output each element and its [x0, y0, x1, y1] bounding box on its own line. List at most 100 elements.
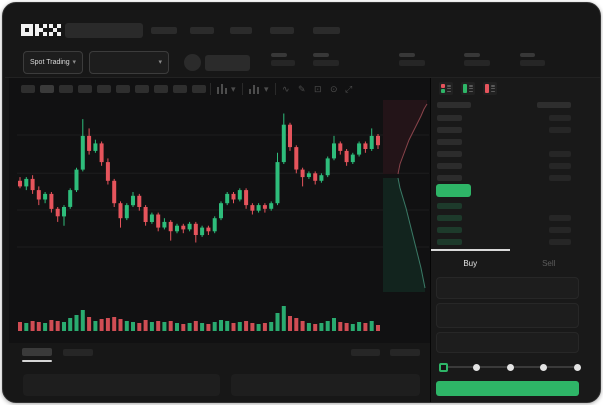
nav-item[interactable]: [230, 27, 252, 34]
indicators-icon[interactable]: [249, 85, 259, 99]
buy-button[interactable]: [436, 381, 579, 396]
timeframe-button[interactable]: [59, 85, 73, 93]
bid-row[interactable]: [431, 200, 579, 212]
timeframe-button[interactable]: [192, 85, 206, 93]
price-bar: [437, 163, 462, 169]
asks-list: [431, 112, 579, 184]
chart-type-icon[interactable]: [217, 84, 227, 98]
bid-row[interactable]: [431, 236, 579, 248]
chevron-down-icon[interactable]: ▾: [231, 84, 236, 94]
slider-stop[interactable]: [503, 360, 517, 374]
okx-logo[interactable]: [21, 24, 61, 36]
price-column-header: [437, 102, 471, 108]
orders-table-placeholder: [23, 374, 220, 396]
orders-tab[interactable]: [63, 349, 93, 356]
market-selector-label: Spot Trading: [30, 59, 70, 66]
amount-bar: [549, 127, 571, 133]
nav-item[interactable]: [151, 27, 177, 34]
price-bar: [437, 127, 462, 133]
nav-item[interactable]: [313, 27, 340, 34]
tab-buy[interactable]: Buy: [431, 249, 510, 275]
amount-slider[interactable]: [436, 360, 584, 374]
camera-icon[interactable]: ⊡: [314, 84, 322, 94]
search-input[interactable]: [65, 23, 143, 38]
ask-row[interactable]: [431, 148, 579, 160]
ticker-stat-value: [313, 60, 339, 66]
settings-icon[interactable]: ⊙: [330, 84, 338, 94]
amount-bar: [549, 151, 571, 157]
ask-row[interactable]: [431, 124, 579, 136]
bids-list: [431, 200, 579, 248]
timeframe-button[interactable]: [40, 85, 54, 93]
ticker-stat-value: [464, 60, 490, 66]
orders-tab-active[interactable]: [22, 348, 52, 356]
ticker-stat-value: [399, 60, 425, 66]
last-price-badge[interactable]: [436, 184, 471, 197]
ask-row[interactable]: [431, 172, 579, 184]
ticker-stat-value: [520, 60, 545, 66]
timeframe-button[interactable]: [154, 85, 168, 93]
timeframe-button[interactable]: [116, 85, 130, 93]
amount-bar: [549, 175, 571, 181]
slider-handle[interactable]: [436, 360, 450, 374]
amount-input[interactable]: [436, 303, 579, 328]
ticker-stat-label: [464, 53, 480, 57]
combined-book-icon[interactable]: [439, 82, 453, 95]
ticker-stat-label: [399, 53, 415, 57]
ticker-stat-label: [520, 53, 535, 57]
slider-stop[interactable]: [570, 360, 584, 374]
market-selector-dropdown[interactable]: Spot Trading ▾: [23, 51, 83, 74]
price-chart[interactable]: [9, 99, 430, 343]
price-bar: [437, 203, 462, 209]
orderbook-view-toggles: [439, 82, 497, 95]
price-bar: [437, 215, 462, 221]
bid-row[interactable]: [431, 212, 579, 224]
price-bar: [437, 175, 462, 181]
price-input[interactable]: [436, 277, 579, 299]
orders-action[interactable]: [351, 349, 380, 356]
depth-chart: [383, 100, 428, 292]
timeframe-button[interactable]: [78, 85, 92, 93]
timeframe-button[interactable]: [97, 85, 111, 93]
ticker-stat-label: [271, 53, 287, 57]
pair-name-button[interactable]: [205, 55, 250, 71]
ask-row[interactable]: [431, 136, 579, 148]
orderbook-column-headers: [431, 101, 579, 109]
bids-book-icon[interactable]: [461, 82, 475, 95]
price-bar: [437, 139, 462, 145]
nav-item[interactable]: [270, 27, 294, 34]
price-bar: [437, 115, 462, 121]
chevron-down-icon: ▾: [72, 59, 76, 66]
amount-bar: [549, 239, 571, 245]
price-bar: [437, 151, 462, 157]
timeframe-button[interactable]: [173, 85, 187, 93]
order-book-panel: Buy Sell: [431, 77, 600, 402]
slider-stop[interactable]: [470, 360, 484, 374]
pair-selector-dropdown[interactable]: ▾: [89, 51, 169, 74]
timeframe-button[interactable]: [135, 85, 149, 93]
chevron-down-icon: ▾: [158, 59, 162, 66]
timeframe-button[interactable]: [21, 85, 35, 93]
amount-bar: [549, 115, 571, 121]
draw-icon[interactable]: ✎: [298, 84, 306, 94]
orders-action[interactable]: [390, 349, 420, 356]
order-side-tabs: Buy Sell: [431, 249, 588, 275]
amount-column-header: [537, 102, 571, 108]
ask-row[interactable]: [431, 112, 579, 124]
total-input[interactable]: [436, 332, 579, 353]
pair-coin-icon: [184, 54, 201, 71]
fullscreen-icon[interactable]: ⤢: [345, 84, 353, 94]
active-tab-underline: [22, 360, 52, 362]
ask-row[interactable]: [431, 160, 579, 172]
line-tool-icon[interactable]: ∿: [282, 84, 290, 94]
slider-stop[interactable]: [537, 360, 551, 374]
nav-item[interactable]: [190, 27, 214, 34]
amount-bar: [549, 163, 571, 169]
asks-book-icon[interactable]: [483, 82, 497, 95]
price-bar: [437, 239, 462, 245]
bid-row[interactable]: [431, 224, 579, 236]
tab-sell[interactable]: Sell: [542, 258, 556, 268]
chevron-down-icon[interactable]: ▾: [264, 84, 269, 94]
